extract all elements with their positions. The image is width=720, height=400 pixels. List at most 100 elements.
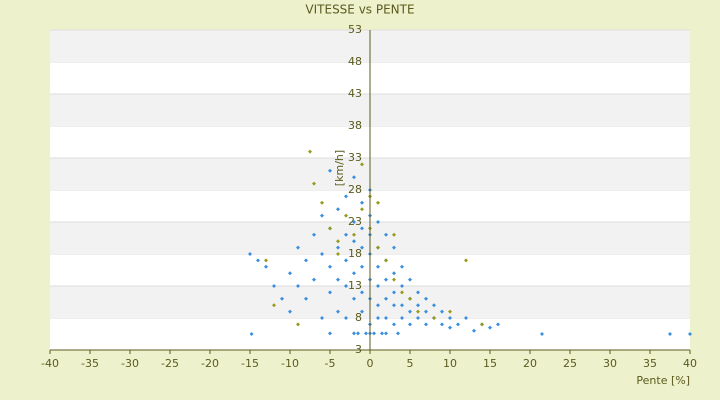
y-axis-label: [km/h] (333, 150, 346, 186)
point (448, 309, 452, 314)
point (392, 290, 396, 295)
point (352, 271, 356, 276)
point (360, 207, 364, 212)
point (380, 331, 384, 336)
point (496, 322, 500, 327)
point (336, 239, 340, 244)
y-tick-label: 48 (348, 55, 362, 68)
point (400, 284, 404, 288)
point (440, 322, 444, 327)
point (344, 232, 348, 237)
point (668, 332, 672, 336)
x-tick-label: -25 (161, 357, 179, 370)
x-tick-label: 40 (683, 357, 697, 370)
x-axis-label: Pente [%] (636, 374, 690, 387)
point (352, 239, 356, 244)
point (472, 328, 476, 333)
point (416, 303, 420, 308)
y-tick-label: 8 (355, 311, 362, 324)
point (320, 316, 324, 320)
point (304, 296, 308, 301)
point (280, 296, 284, 301)
point (384, 316, 388, 320)
point (480, 322, 484, 327)
point (376, 316, 380, 320)
point (424, 296, 428, 301)
point (264, 258, 268, 263)
point (372, 331, 376, 336)
y-tick-label: 43 (348, 87, 362, 100)
point (432, 316, 436, 320)
point (424, 309, 428, 314)
point (392, 322, 396, 327)
point (312, 181, 316, 186)
point (320, 252, 324, 256)
x-tick-label: -5 (325, 357, 336, 370)
point (336, 252, 340, 256)
point (400, 316, 404, 320)
point (336, 245, 340, 250)
y-tick-label: 28 (348, 183, 362, 196)
point (336, 277, 340, 282)
point (464, 258, 468, 263)
x-tick-label: 30 (603, 357, 617, 370)
point (360, 162, 364, 167)
chart-title: VITESSE vs PENTE (305, 3, 414, 17)
y-tick-label: 33 (348, 151, 362, 164)
point (400, 264, 404, 269)
point (288, 309, 292, 314)
point (384, 232, 388, 237)
x-tick-label: -20 (201, 357, 219, 370)
point (384, 277, 388, 282)
point (448, 325, 452, 330)
x-tick-label: 35 (643, 357, 657, 370)
point (288, 271, 292, 276)
y-tick-label: 13 (348, 279, 362, 292)
point (440, 309, 444, 314)
point (456, 322, 460, 327)
point (392, 245, 396, 250)
point (344, 284, 348, 288)
point (392, 271, 396, 276)
point (688, 332, 692, 336)
point (296, 245, 300, 250)
point (352, 175, 356, 180)
point (416, 309, 420, 314)
point (296, 284, 300, 288)
point (408, 296, 412, 301)
point (376, 245, 380, 250)
point (376, 303, 380, 308)
point (304, 258, 308, 263)
point (296, 322, 300, 327)
point (352, 296, 356, 301)
point (344, 316, 348, 320)
point (432, 303, 436, 308)
point (344, 213, 348, 218)
point (400, 303, 404, 308)
point (308, 149, 312, 154)
point (360, 245, 364, 250)
point (328, 290, 332, 295)
point (352, 220, 356, 224)
x-tick-label: -40 (41, 357, 59, 370)
point (392, 277, 396, 282)
x-tick-label: 5 (407, 357, 414, 370)
point (328, 264, 332, 269)
x-tick-label: 20 (523, 357, 537, 370)
point (352, 331, 356, 336)
point (249, 332, 254, 336)
x-tick-label: -15 (241, 357, 259, 370)
point (408, 322, 412, 327)
x-tick-label: 0 (367, 357, 374, 370)
point (448, 316, 452, 320)
point (364, 331, 368, 336)
x-tick-label: -30 (121, 357, 139, 370)
point (336, 309, 340, 314)
point (328, 331, 332, 336)
point (488, 325, 492, 330)
point (272, 303, 276, 308)
point (392, 232, 396, 237)
point (392, 303, 396, 308)
point (376, 284, 380, 288)
